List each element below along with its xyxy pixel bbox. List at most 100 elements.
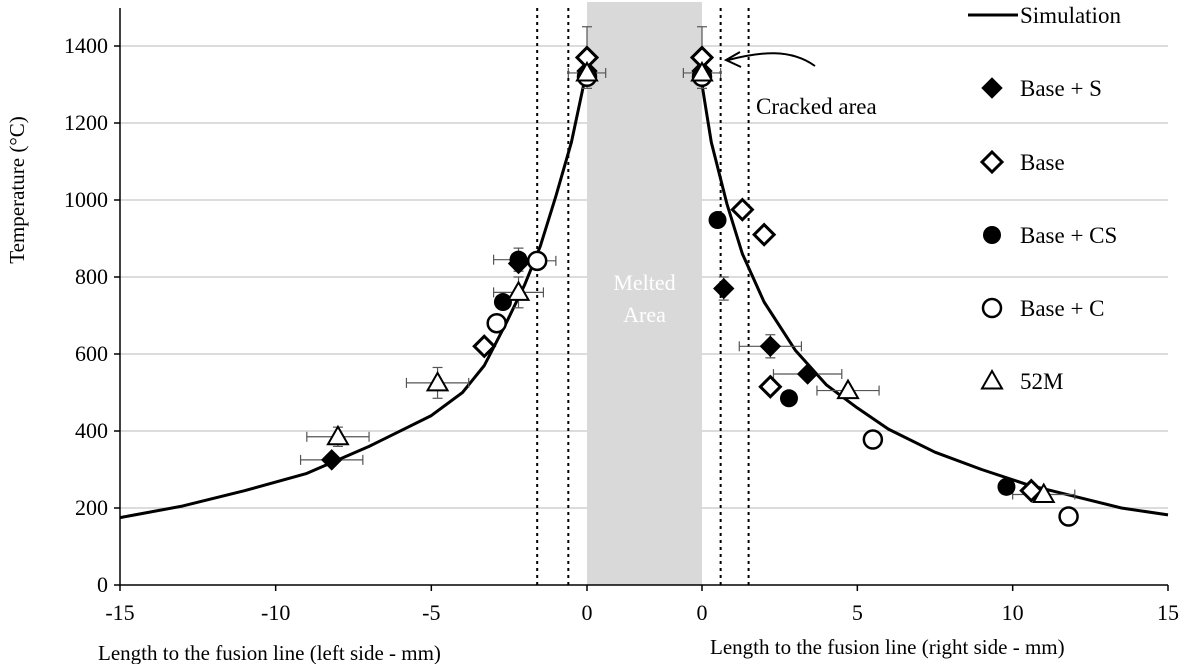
point-52m-right <box>1032 482 1056 504</box>
marker-shape <box>1058 506 1079 527</box>
marker-shape <box>862 429 884 450</box>
point-base-right <box>730 197 755 222</box>
marker-shape <box>506 280 531 301</box>
legend-swatch-base-c <box>981 297 1003 319</box>
x-tick-label-left: -10 <box>261 600 290 625</box>
legend-swatch-base-s <box>981 77 1003 99</box>
legend-swatch-52m <box>980 368 1004 390</box>
marker-shape <box>526 250 548 272</box>
legend-label-simulation: Simulation <box>1020 3 1121 28</box>
marker-shape <box>326 424 350 446</box>
legend-label-base: Base <box>1020 150 1065 175</box>
marker-shape <box>730 197 755 222</box>
point-base-cs-right <box>997 477 1016 496</box>
legend-label-52m: 52M <box>1020 369 1063 394</box>
cracked-area-arrow <box>727 52 816 67</box>
marker-shape <box>708 211 727 230</box>
marker-shape <box>320 449 343 471</box>
simulation-curve-right <box>700 84 1169 517</box>
point-52m-left <box>326 424 350 446</box>
marker-shape <box>983 226 1001 244</box>
y-tick-label: 1000 <box>64 187 108 212</box>
legend: Simulation Base + S Base Base + CS Base + C 5… <box>968 3 1121 394</box>
legend-swatch-base <box>979 149 1005 175</box>
point-base-cs-left <box>493 293 512 312</box>
marker-shape <box>509 250 528 269</box>
point-base-right <box>1019 478 1044 503</box>
marker-shape <box>796 363 819 385</box>
marker-shape <box>1019 478 1044 503</box>
y-tick-label: 200 <box>75 495 108 520</box>
marker-shape <box>979 149 1005 175</box>
marker-shape <box>981 297 1003 319</box>
axes <box>114 8 1169 591</box>
marker-shape <box>713 277 735 300</box>
point-base-left <box>472 334 497 359</box>
marker-shape <box>1032 482 1056 504</box>
point-base-c-left <box>486 312 507 334</box>
y-axis-title: Temperature (°C) <box>5 116 29 263</box>
point-base-s-right <box>796 363 819 385</box>
point-base-c-left <box>526 250 548 272</box>
point-52m-left <box>425 370 450 392</box>
y-tick-label: 1400 <box>64 33 108 58</box>
point-base-s-left <box>320 449 343 471</box>
marker-shape <box>981 77 1003 99</box>
cracked-area-arrowhead <box>723 51 742 68</box>
marker-shape <box>997 477 1016 496</box>
x-tick-label-right: 0 <box>697 600 708 625</box>
melted-area-label-line2: Area <box>623 302 666 327</box>
marker-shape <box>472 334 497 359</box>
point-base-cs-right <box>708 211 727 230</box>
point-base-cs-left <box>509 250 528 269</box>
x-axis-title-left: Length to the fusion line (left side - m… <box>98 641 441 664</box>
marker-shape <box>486 312 507 334</box>
data-points <box>299 26 1079 527</box>
point-52m-left <box>506 280 531 301</box>
point-base-right <box>758 374 783 399</box>
simulation-curves <box>119 68 1169 520</box>
marker-shape <box>759 335 782 358</box>
point-52m-right <box>836 378 860 400</box>
marker-shape <box>575 60 599 82</box>
point-base-s-right <box>713 277 735 300</box>
y-tick-label: 1200 <box>64 110 108 135</box>
point-base-c-right <box>1058 506 1079 527</box>
point-base-right <box>752 222 777 247</box>
x-tick-label-left: -5 <box>422 600 440 625</box>
marker-shape <box>779 389 798 408</box>
x-axis-title-right: Length to the fusion line (right side - … <box>710 635 1065 659</box>
cracked-area-annotation: Cracked area <box>756 94 877 119</box>
marker-shape <box>690 60 714 82</box>
x-tick-label-right: 10 <box>1002 600 1024 625</box>
point-base-s-right <box>759 335 782 358</box>
marker-shape <box>425 370 450 392</box>
x-tick-label-right: 15 <box>1157 600 1179 625</box>
marker-shape <box>836 378 860 400</box>
y-tick-label: 0 <box>97 572 108 597</box>
legend-label-base-c: Base + C <box>1020 296 1105 321</box>
marker-shape <box>980 368 1004 390</box>
melted-area-band <box>587 2 702 585</box>
marker-shape <box>758 374 783 399</box>
point-base-cs-right <box>779 389 798 408</box>
marker-shape <box>493 293 512 312</box>
y-tick-label: 600 <box>75 341 108 366</box>
melted-area-label-line1: Melted <box>613 270 675 295</box>
legend-label-base-s: Base + S <box>1020 76 1102 101</box>
legend-swatch-base-cs <box>983 226 1001 244</box>
y-tick-label: 400 <box>75 418 108 443</box>
tick-labels: 0 200 400 600 800 1000 1200 1400 -15 -10 -5 0 0 5 10 15 <box>64 33 1179 625</box>
y-tick-label: 800 <box>75 264 108 289</box>
x-tick-label-right: 5 <box>852 600 863 625</box>
x-tick-label-left: -15 <box>105 600 134 625</box>
simulation-curve-left <box>119 68 589 520</box>
legend-label-base-cs: Base + CS <box>1020 223 1117 248</box>
point-base-c-right <box>862 429 884 450</box>
marker-shape <box>752 222 777 247</box>
point-52m-left <box>575 60 599 82</box>
x-tick-label-left: 0 <box>582 600 593 625</box>
point-52m-right <box>690 60 714 82</box>
dotted-boundary-lines <box>536 8 750 585</box>
